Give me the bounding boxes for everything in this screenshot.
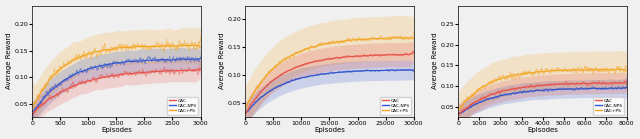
Y-axis label: Average Reward: Average Reward	[432, 33, 438, 90]
X-axis label: Episodes: Episodes	[101, 127, 132, 133]
Y-axis label: Average Reward: Average Reward	[219, 33, 225, 90]
Y-axis label: Average Reward: Average Reward	[6, 33, 12, 90]
X-axis label: Episodes: Episodes	[527, 127, 558, 133]
Legend: CAC, CAC-NPS, CAC+PS: CAC, CAC-NPS, CAC+PS	[593, 97, 625, 115]
X-axis label: Episodes: Episodes	[314, 127, 345, 133]
Legend: CAC, CAC-NPS, CAC+PS: CAC, CAC-NPS, CAC+PS	[380, 97, 412, 115]
Legend: CAC, CAC-NPS, CAC+PS: CAC, CAC-NPS, CAC+PS	[167, 97, 198, 115]
